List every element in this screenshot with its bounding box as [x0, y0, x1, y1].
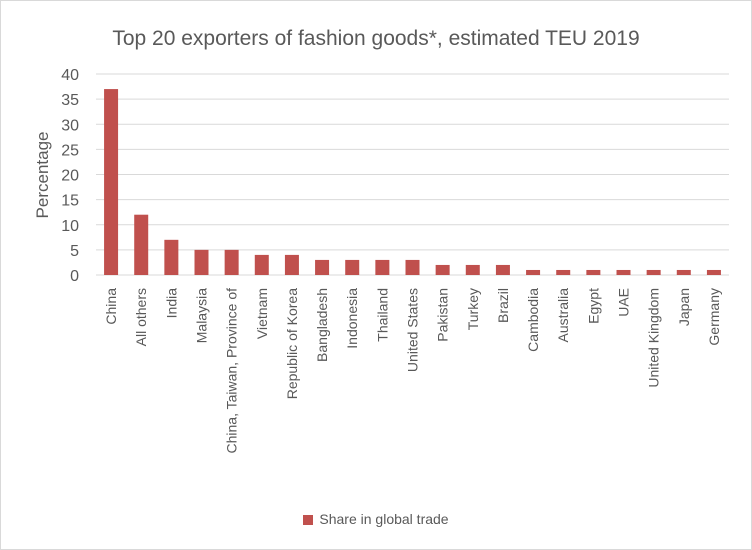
x-tick-label: Australia: [555, 288, 571, 343]
x-tick-label: Japan: [676, 288, 692, 326]
legend-swatch: [303, 515, 314, 525]
bar: [134, 214, 149, 275]
bar: [345, 259, 360, 275]
x-tick-label: All others: [133, 288, 149, 346]
x-tick-label: Pakistan: [435, 288, 451, 342]
bar: [676, 269, 691, 275]
x-tick-label: UAE: [616, 288, 632, 317]
y-tick-label: 20: [61, 168, 79, 185]
y-tick-label: 30: [61, 117, 79, 134]
bar: [465, 264, 480, 275]
y-tick-label: 40: [61, 67, 79, 84]
bar: [556, 269, 571, 275]
x-tick-label: India: [163, 288, 179, 319]
bar: [224, 249, 239, 275]
bar: [254, 254, 269, 275]
y-axis-label: Percentage: [33, 132, 52, 219]
legend-label: Share in global trade: [319, 511, 449, 527]
x-tick-label: Cambodia: [525, 288, 541, 352]
x-tick-label: Bangladesh: [314, 288, 330, 362]
chart-title: Top 20 exporters of fashion goods*, esti…: [112, 27, 640, 50]
bar: [616, 269, 631, 275]
x-tick-label: Vietnam: [254, 288, 270, 339]
bar: [104, 89, 119, 275]
bar: [194, 249, 209, 275]
x-tick-label: Indonesia: [344, 288, 360, 349]
y-tick-label: 5: [70, 243, 79, 260]
x-tick-label: Republic of Korea: [284, 288, 300, 400]
y-tick-label: 35: [61, 92, 79, 109]
bar: [495, 264, 510, 275]
x-tick-label: Germany: [706, 288, 722, 346]
y-tick-label: 15: [61, 193, 79, 210]
bar: [315, 259, 330, 275]
x-tick-label: United States: [405, 288, 421, 372]
y-tick-label: 10: [61, 218, 79, 235]
bar: [284, 254, 299, 275]
bar: [526, 269, 541, 275]
bar: [706, 269, 721, 275]
x-tick-label: Egypt: [585, 288, 601, 324]
bar: [435, 264, 450, 275]
x-tick-label: United Kingdom: [646, 288, 662, 388]
y-tick-label: 25: [61, 142, 79, 159]
bar: [646, 269, 661, 275]
bar: [164, 239, 179, 275]
x-tick-label: Brazil: [495, 288, 511, 323]
x-tick-label: China, Taiwan, Province of: [224, 288, 240, 454]
y-tick-label: 0: [70, 268, 79, 285]
bar: [405, 259, 420, 275]
bar: [375, 259, 390, 275]
x-tick-label: Malaysia: [194, 288, 210, 343]
x-tick-label: China: [103, 288, 119, 325]
x-tick-label: Turkey: [465, 288, 481, 330]
bar: [586, 269, 601, 275]
x-tick-label: Thailand: [374, 288, 390, 342]
legend: Share in global trade: [1, 511, 751, 527]
